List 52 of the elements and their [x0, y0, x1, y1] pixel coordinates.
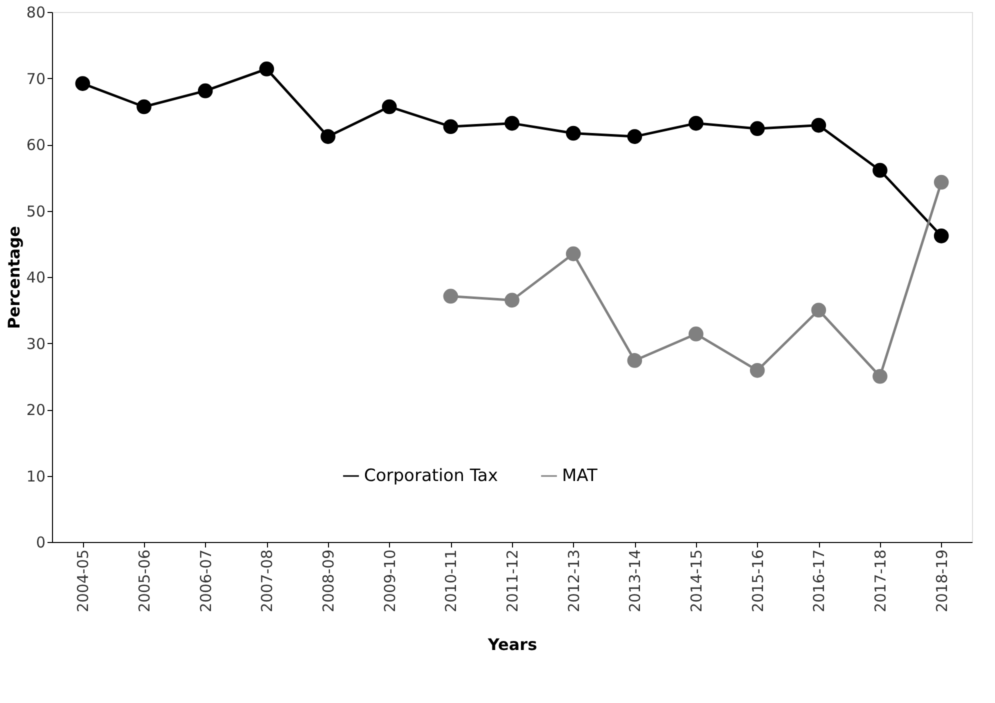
y-tick-label: 0 — [36, 534, 46, 552]
point — [198, 83, 213, 98]
point — [872, 368, 888, 384]
point — [688, 116, 704, 131]
x-tick-label: 2006-07 — [196, 550, 215, 612]
x-tick-label: 2018-19 — [932, 550, 951, 612]
y-tick-label: 30 — [26, 334, 46, 353]
point — [75, 76, 90, 91]
x-tick-label: 2005-06 — [136, 550, 154, 612]
y-tick-label: 60 — [26, 136, 46, 154]
point — [627, 129, 642, 144]
x-tick-label: 2011-12 — [504, 550, 522, 612]
point — [136, 99, 152, 114]
point — [259, 62, 274, 76]
x-tick-label: 2007-08 — [258, 550, 276, 612]
point — [443, 119, 458, 134]
point — [504, 292, 520, 308]
x-tick-label: 2015-16 — [748, 550, 767, 612]
x-tick-label: 2013-14 — [626, 550, 644, 612]
y-tick-label: 20 — [26, 401, 46, 419]
point — [688, 326, 704, 342]
x-tick-label: 2009-10 — [380, 550, 399, 612]
y-tick-label: 10 — [26, 467, 46, 486]
point — [566, 126, 581, 141]
legend-label: MAT — [562, 466, 598, 486]
x-axis-title: Years — [486, 635, 538, 654]
y-tick-label: 40 — [26, 268, 46, 286]
legend-label: Corporation Tax — [364, 466, 498, 486]
y-tick-label: 80 — [26, 4, 46, 22]
point — [443, 288, 458, 304]
x-tick-label: 2014-15 — [688, 550, 706, 612]
point — [320, 129, 336, 144]
x-tick-label: 2004-05 — [74, 550, 92, 612]
x-tick-label: 2016-17 — [810, 550, 828, 612]
point — [811, 302, 826, 318]
point — [382, 99, 397, 114]
x-tick-label: 2017-18 — [872, 550, 890, 612]
point — [934, 174, 949, 190]
point — [750, 363, 765, 378]
point — [811, 118, 826, 133]
x-tick-label: 2008-09 — [320, 550, 338, 612]
point — [627, 353, 642, 368]
point — [872, 162, 888, 178]
point — [504, 116, 520, 131]
point — [566, 246, 581, 262]
point — [934, 228, 949, 244]
y-axis-title: Percentage — [4, 226, 24, 329]
x-tick-label: 2012-13 — [564, 550, 583, 612]
point — [750, 121, 765, 136]
y-tick-label: 50 — [26, 202, 46, 220]
y-tick-label: 70 — [26, 70, 46, 88]
x-tick-label: 2010-11 — [442, 550, 460, 612]
